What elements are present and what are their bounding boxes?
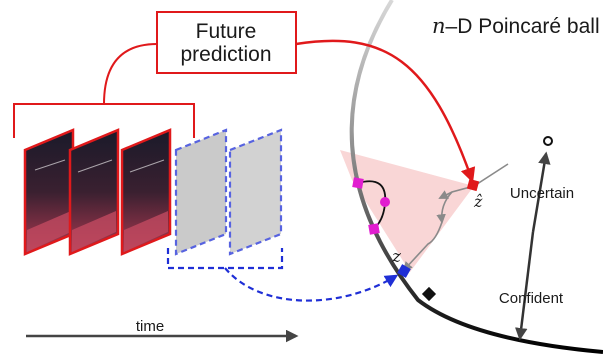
z-label: z (391, 247, 402, 267)
future-frame-1 (174, 128, 228, 256)
future-prediction-label: Future (196, 20, 257, 43)
uncertainty-axis-up (531, 151, 551, 233)
future-frames-bracket (166, 248, 284, 270)
past-frame-3 (120, 128, 172, 256)
poincare-ball-title: n–D Poincaré ball (432, 14, 600, 38)
time-label: time (136, 318, 164, 335)
ground-truth-arrow (224, 267, 399, 302)
prediction-arrow (295, 39, 476, 183)
z-point (397, 264, 411, 278)
magenta-square-bottom (368, 223, 380, 235)
uncertainty-axis-down (515, 231, 535, 341)
confident-label: Confident (499, 290, 564, 307)
past-frame-1 (23, 128, 75, 256)
boundary-marker (421, 286, 437, 302)
future-prediction-label-2: prediction (180, 43, 271, 66)
trajectory-path-3 (438, 190, 453, 199)
future-prediction-box (156, 11, 297, 74)
past-frames-bracket (13, 43, 195, 138)
magenta-square-top (352, 177, 364, 189)
uncertain-label: Uncertain (510, 185, 574, 202)
z-hat-label: ẑ (473, 192, 483, 211)
magenta-circle (380, 197, 390, 207)
z-hat-point (466, 178, 480, 192)
trajectory-path-2 (402, 221, 443, 272)
past-frame-2 (68, 128, 120, 256)
future-frame-2 (228, 128, 283, 256)
origin-point (543, 136, 553, 146)
prediction-region (340, 150, 474, 272)
